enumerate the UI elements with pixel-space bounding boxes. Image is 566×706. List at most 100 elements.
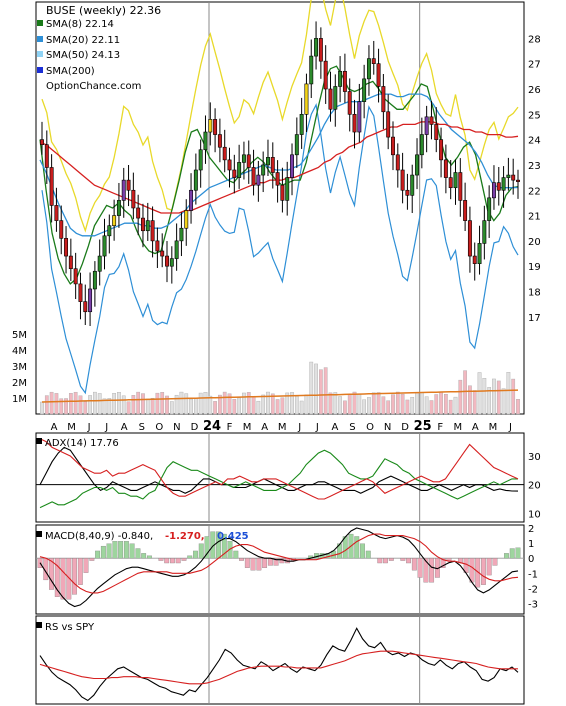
volume-bar: [319, 369, 323, 415]
candle-body: [189, 189, 194, 211]
rs-label: RS vs SPY: [45, 622, 95, 633]
volume-bar: [93, 391, 97, 415]
volume-bar: [357, 393, 362, 415]
macd-histogram-bar: [256, 558, 262, 571]
macd-histogram-bar: [135, 548, 141, 559]
volume-bar: [381, 396, 386, 415]
time-tick-label: M: [243, 422, 252, 433]
candle-body: [227, 159, 232, 171]
time-tick-label: S: [139, 422, 145, 433]
macd-histogram-bar: [221, 533, 227, 559]
macd-histogram-bar: [446, 558, 452, 561]
candle-body: [126, 179, 131, 191]
macd-histogram-bar: [72, 558, 77, 595]
candle-body: [102, 235, 107, 257]
price-tick-label: 17: [528, 313, 541, 324]
candle-body: [246, 154, 251, 168]
volume-bar: [59, 398, 64, 415]
macd-histogram-bar: [198, 543, 204, 559]
macd-histogram-bar: [187, 555, 193, 559]
volume-tick-label: 2M: [12, 378, 27, 389]
time-tick-label: O: [155, 422, 163, 433]
candle-body: [333, 86, 338, 110]
volume-bar: [314, 363, 318, 415]
volume-bar: [405, 399, 410, 415]
price-tick-label: 27: [528, 60, 541, 71]
macd-histogram-bar: [193, 550, 198, 559]
series-line-sma20: [39, 93, 519, 237]
candle-body: [501, 177, 506, 191]
macd-histogram-bar: [360, 543, 365, 559]
time-tick-label: M: [489, 422, 498, 433]
volume-bar: [367, 397, 371, 415]
candle-body: [68, 255, 73, 270]
volume-bar: [395, 391, 400, 415]
macd-histogram-bar: [83, 558, 89, 573]
macd-histogram-bar: [100, 545, 106, 559]
macd-histogram-bar: [492, 558, 498, 566]
candle-body: [150, 220, 155, 242]
macd-histogram-bar: [354, 536, 360, 559]
time-tick-label: A: [472, 422, 479, 433]
candle-body: [347, 91, 352, 115]
volume-bar: [189, 398, 193, 415]
candle-body: [366, 58, 371, 80]
candle-body: [174, 240, 179, 259]
macd-histogram-bar: [49, 558, 54, 590]
macd-histogram-bar: [106, 543, 112, 559]
macd-histogram-bar: [141, 553, 147, 559]
candle-body: [266, 157, 270, 166]
macd-histogram-bar: [158, 558, 164, 561]
price-tick-label: 23: [528, 161, 541, 172]
candle-body: [323, 60, 328, 90]
volume-bar: [126, 401, 131, 415]
candle-body: [241, 154, 246, 163]
volume-bar: [429, 400, 434, 415]
indicator-tick-label: 10: [528, 509, 541, 520]
volume-bar: [208, 395, 213, 415]
candle-body: [40, 139, 44, 145]
candle-body: [97, 255, 102, 272]
time-tick-label: 24: [203, 419, 221, 434]
volume-bar: [400, 393, 405, 415]
candle-body: [410, 174, 415, 196]
volume-bar: [487, 387, 492, 415]
volume-bar: [424, 396, 429, 415]
macd-histogram-bar: [89, 558, 95, 561]
candle-body: [400, 169, 405, 191]
volume-bar: [203, 392, 208, 415]
volume-bar: [88, 395, 92, 415]
indicator-line-macd: [39, 527, 519, 608]
candle-body: [395, 154, 400, 171]
candle-body: [362, 78, 367, 102]
volume-bar: [218, 394, 222, 415]
sma50-legend-label: SMA(50) 24.13: [46, 50, 120, 61]
volume-bar: [386, 400, 391, 415]
candle-body: [261, 164, 266, 176]
volume-bar: [371, 392, 376, 415]
indicator-line--di: [39, 438, 519, 500]
candle-body: [165, 255, 169, 267]
symbol-label: BUSE (weekly) 22.36: [46, 4, 161, 17]
time-tick-label: J: [508, 422, 512, 433]
indicator-tick-label: -2: [528, 584, 538, 595]
candle-body: [448, 177, 453, 189]
indicator-panel-frame-1: [35, 524, 525, 615]
candle-body: [439, 139, 444, 161]
volume-bar: [448, 399, 453, 415]
candle-body: [107, 225, 112, 237]
candle-body: [318, 38, 323, 62]
indicator-tick-label: 2: [528, 524, 534, 535]
indicator-line-adx: [39, 446, 519, 494]
volume-bar: [256, 400, 261, 415]
volume-bar: [501, 388, 506, 415]
candle-body: [88, 288, 93, 313]
time-tick-label: F: [437, 422, 443, 433]
volume-bar: [117, 392, 121, 415]
volume-bar: [492, 378, 496, 415]
time-tick-label: D: [401, 422, 409, 433]
candle-body: [309, 55, 314, 85]
volume-bar: [131, 395, 136, 415]
candle-body: [429, 116, 434, 125]
volume-bar: [444, 394, 448, 415]
